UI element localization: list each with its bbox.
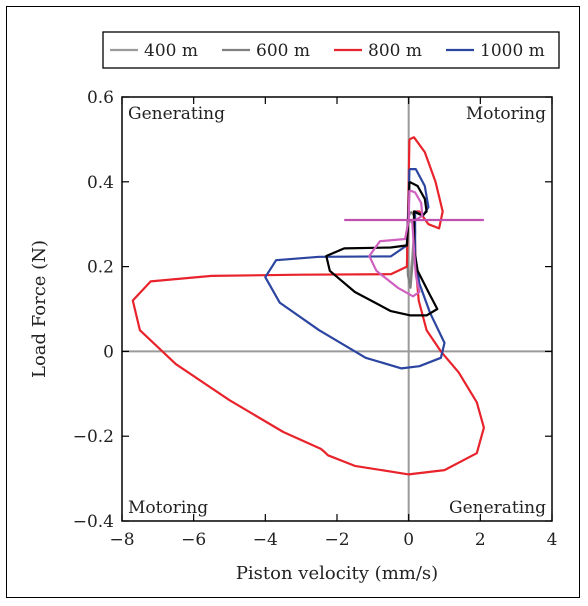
y-tick-label: 0 bbox=[103, 342, 114, 362]
y-tick-label: 0.6 bbox=[87, 88, 114, 108]
legend-label: 600 m bbox=[256, 41, 310, 61]
legend-label: 400 m bbox=[144, 41, 198, 61]
y-axis-label: Load Force (N) bbox=[29, 240, 50, 378]
chart-svg: 400 m 600 m 800 m 1000 m −8 −6 −4 −2 0 2 4 −0.4 −0.… bbox=[29, 31, 560, 584]
y-tick-label: −0.2 bbox=[73, 427, 114, 447]
legend-label: 1000 m bbox=[480, 41, 545, 61]
series-800-m bbox=[131, 136, 485, 476]
y-tick-label: 0.4 bbox=[87, 173, 114, 193]
x-tick-label: −8 bbox=[109, 530, 134, 550]
x-axis-label: Piston velocity (mm/s) bbox=[236, 563, 438, 584]
quadrant-label-top-left: Generating bbox=[128, 104, 225, 124]
quadrant-label-bottom-right: Generating bbox=[449, 498, 546, 518]
legend-label: 800 m bbox=[368, 41, 422, 61]
legend: 400 m 600 m 800 m 1000 m bbox=[102, 31, 560, 69]
quadrant-label-top-right: Motoring bbox=[466, 104, 546, 124]
x-tick-label: 4 bbox=[547, 530, 558, 550]
x-tick-label: −2 bbox=[324, 530, 349, 550]
x-tick-label: −6 bbox=[181, 530, 206, 550]
quadrant-label-bottom-left: Motoring bbox=[128, 498, 208, 518]
series-unlabeled-5 bbox=[368, 189, 424, 298]
y-tick-label: 0.2 bbox=[87, 258, 114, 278]
x-tick-label: 0 bbox=[403, 530, 414, 550]
x-tick-label: −4 bbox=[253, 530, 278, 550]
plot-area: −8 −6 −4 −2 0 2 4 −0.4 −0.2 0 0.2 0.4 0.6 bbox=[73, 88, 558, 550]
x-tick-label: 2 bbox=[475, 530, 486, 550]
y-tick-label: −0.4 bbox=[73, 512, 114, 532]
figure-frame: 400 m 600 m 800 m 1000 m −8 −6 −4 −2 0 2 4 −0.4 −0.… bbox=[6, 6, 580, 598]
